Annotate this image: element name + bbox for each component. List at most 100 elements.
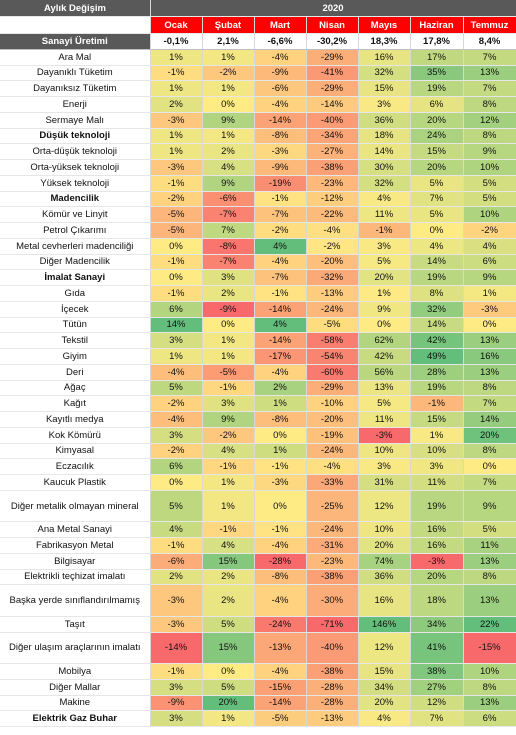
value-cell: -9% [254,65,307,82]
value-cell: -12% [306,190,359,208]
value-cell: 18,3% [358,33,411,50]
table-row: Orta-düşük teknoloji 1% 2% -3% -27% 14% 15% 9% [0,143,516,160]
table-row: Kaucuk Plastik 0% 1% -3% -33% 31% 11% 7% [0,474,516,491]
value-cell: 6% [463,254,516,271]
value-cell: 7% [463,49,516,66]
table-row: Bilgisayar -6% 15% -28% -23% 74% -3% 13% [0,553,516,570]
month-header: Nisan [306,16,359,34]
value-cell: 7% [202,222,255,239]
value-cell: 4% [463,238,516,255]
value-cell: 0% [254,427,307,444]
value-cell: -58% [306,332,359,349]
row-label: Dayanıklı Tüketim [0,65,151,82]
value-cell: 15% [358,663,411,680]
table-row: Dayanıklı Tüketim -1% -2% -9% -41% 32% 35% 13% [0,65,516,82]
value-cell: -4% [150,364,203,381]
value-cell: 27% [410,679,464,696]
row-label: Makine [0,695,151,712]
value-cell: 8% [463,96,516,113]
value-cell: -14% [150,632,203,664]
table-row: Diğer ulaşım araçlarının imalatı -14% 15% -… [0,632,516,664]
value-cell: 1% [254,395,307,412]
table-row: Yüksek teknoloji -1% 9% -19% -23% 32% 5% 5% [0,175,516,192]
value-cell: 1% [202,49,255,66]
value-cell: 6% [150,301,203,318]
value-cell: 16% [410,537,464,554]
row-label: Mobilya [0,663,151,680]
table-row: Kayıtlı medya -4% 9% -8% -20% 11% 15% 14% [0,411,516,428]
value-cell: -7% [254,269,307,286]
value-cell: 5% [410,206,464,223]
table-row: Fabrikasyon Metal -1% 4% -4% -31% 20% 16% 11% [0,537,516,554]
row-label: İçecek [0,301,151,318]
value-cell: 20% [358,537,411,554]
value-cell: 2% [254,380,307,397]
value-cell: 1% [202,332,255,349]
value-cell: 20% [410,112,464,129]
value-cell: 2,1% [202,33,255,50]
value-cell: 7% [410,190,464,208]
value-cell: -24% [306,443,359,460]
table-row: Kağıt -2% 3% 1% -10% 5% -1% 7% [0,395,516,412]
value-cell: 0% [410,222,464,239]
value-cell: 0% [202,317,255,334]
value-cell: -3% [150,159,203,176]
value-cell: -13% [306,710,359,727]
value-cell: 8% [410,285,464,302]
value-cell: 3% [358,238,411,255]
row-label: Taşıt [0,616,151,633]
value-cell: 4% [202,159,255,176]
table-row: Düşük teknoloji 1% 1% -8% -34% 18% 24% 8% [0,127,516,145]
value-cell: -4% [254,537,307,554]
value-cell: -5% [202,364,255,381]
value-cell: 32% [358,65,411,82]
table-row: Kömür ve Linyit -5% -7% -7% -22% 11% 5% 10% [0,206,516,223]
row-label: Kağıt [0,395,151,412]
value-cell: 10% [463,206,516,223]
row-label: Bilgisayar [0,553,151,570]
value-cell: -1% [358,222,411,239]
row-label: Yüksek teknoloji [0,175,151,192]
value-cell: 3% [150,332,203,349]
row-label: Fabrikasyon Metal [0,537,151,554]
row-label: Eczacılık [0,458,151,475]
value-cell: -38% [306,159,359,176]
row-label: Diğer Madencilik [0,254,151,271]
value-cell: 12% [463,112,516,129]
table-row: Madencilik -2% -6% -1% -12% 4% 7% 5% [0,190,516,208]
table-row: Petrol Çıkarımı -5% 7% -2% -4% -1% 0% -2% [0,222,516,239]
table-row: Diğer metalik olmayan mineral 5% 1% 0% -25% 1… [0,490,516,523]
value-cell: 8% [463,380,516,397]
value-cell: -33% [306,474,359,491]
value-cell: -15% [254,679,307,696]
value-cell: 20% [410,569,464,586]
value-cell: -7% [202,206,255,223]
value-cell: 7% [463,474,516,491]
table-row: Taşıt -3% 5% -24% -71% 146% 34% 22% [0,616,516,633]
value-cell: 8% [463,443,516,460]
value-cell: -23% [306,553,359,570]
value-cell: 9% [358,301,411,318]
value-cell: 20% [358,269,411,286]
value-cell: 16% [410,521,464,538]
row-label: Orta-yüksek teknoloji [0,159,151,176]
value-cell: 6% [150,458,203,475]
value-cell: 5% [410,175,464,192]
row-label: Enerji [0,96,151,113]
row-label: Elektrik Gaz Buhar [0,710,151,727]
value-cell: -2% [150,190,203,208]
value-cell: -40% [306,112,359,129]
value-cell: 19% [410,490,464,523]
value-cell: -14% [306,96,359,113]
value-cell: -32% [306,269,359,286]
row-label: Metal cevherleri madenciliği [0,238,151,255]
value-cell: 14% [410,254,464,271]
value-cell: -15% [463,632,516,664]
value-cell: -38% [306,663,359,680]
row-label: Madencilik [0,190,151,208]
value-cell: 8% [463,679,516,696]
value-cell: -29% [306,49,359,66]
table-row: Başka yerde sınıflandırılmamış -3% 2% -4% -3… [0,584,516,617]
value-cell: 24% [410,127,464,145]
